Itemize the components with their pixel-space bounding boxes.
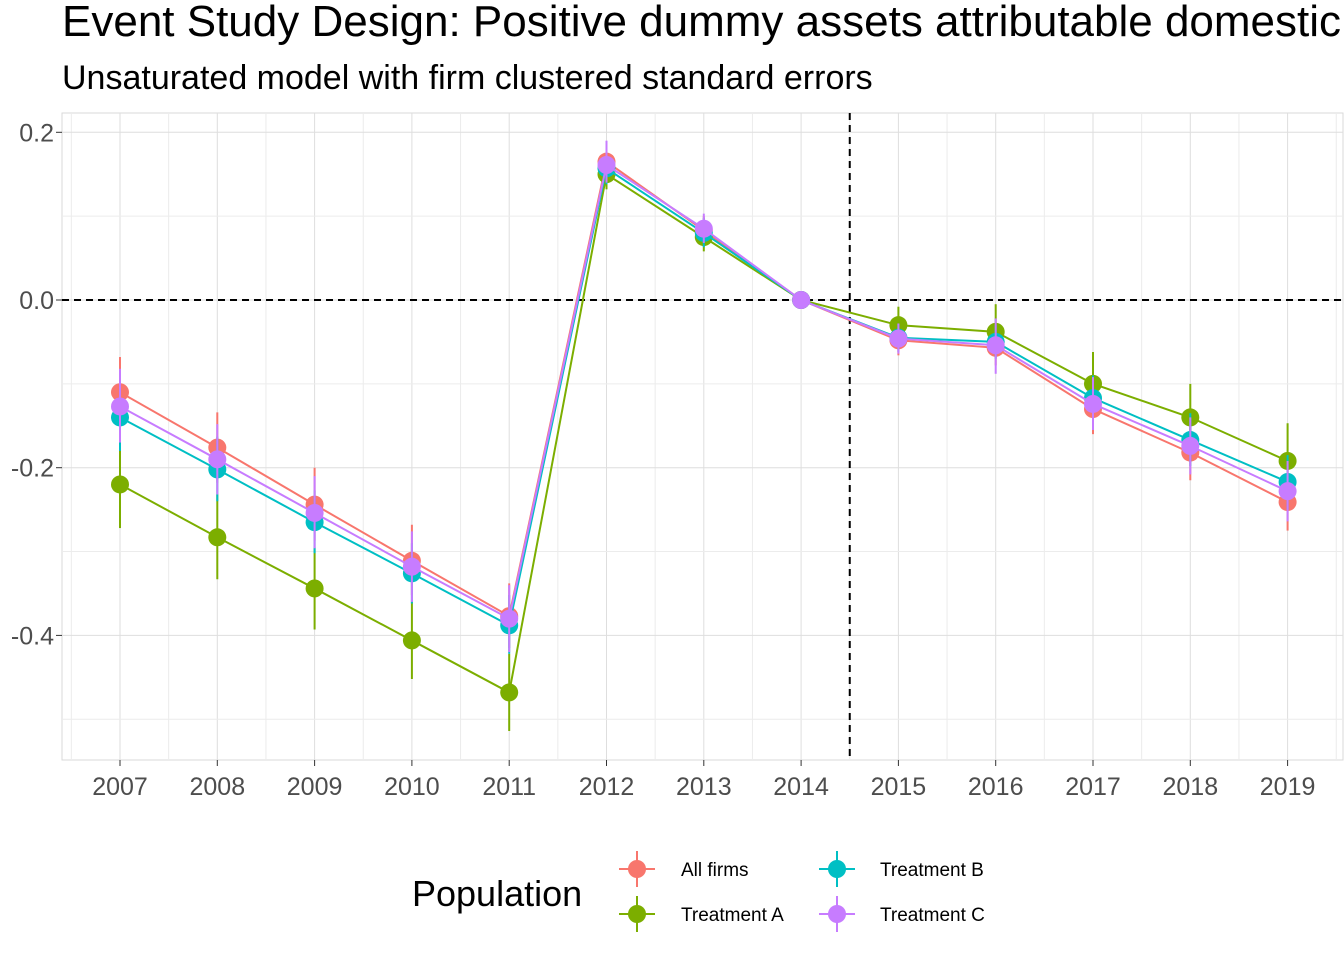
legend-key-point bbox=[828, 905, 846, 923]
x-tick-label: 2013 bbox=[676, 773, 732, 801]
reference-lines bbox=[62, 113, 1343, 760]
x-tick-label: 2010 bbox=[384, 773, 440, 801]
data-point bbox=[889, 329, 908, 348]
data-point bbox=[1084, 394, 1102, 413]
x-tick-label: 2017 bbox=[1065, 773, 1121, 801]
data-point bbox=[1181, 436, 1200, 455]
legend-label: All firms bbox=[681, 860, 749, 881]
x-tick-label: 2018 bbox=[1162, 773, 1218, 801]
legend-key-point bbox=[628, 860, 646, 878]
x-tick-label: 2019 bbox=[1260, 773, 1316, 801]
legend-label: Treatment B bbox=[880, 860, 984, 881]
legend-item-treatment-c: Treatment C bbox=[819, 896, 985, 932]
y-tick-label: 0.0 bbox=[19, 287, 54, 315]
legend-label: Treatment A bbox=[681, 905, 784, 926]
x-tick-label: 2014 bbox=[773, 773, 829, 801]
x-tick-label: 2009 bbox=[287, 773, 343, 801]
legend-item-treatment-a: Treatment A bbox=[619, 896, 784, 932]
data-point bbox=[208, 450, 227, 469]
data-point bbox=[305, 503, 324, 522]
data-point bbox=[694, 219, 713, 238]
data-point bbox=[305, 579, 324, 598]
data-point bbox=[500, 609, 519, 628]
legend-item-all-firms: All firms bbox=[619, 851, 749, 887]
panel-border bbox=[61, 112, 1344, 761]
data-point bbox=[111, 475, 129, 494]
data-point bbox=[597, 156, 616, 175]
data-point bbox=[500, 683, 519, 702]
x-tick-label: 2012 bbox=[579, 773, 635, 801]
series-treatment-c bbox=[111, 140, 1297, 653]
data-point bbox=[402, 631, 421, 650]
x-tick-label: 2007 bbox=[92, 773, 148, 801]
chart-title: Event Study Design: Positive dummy asset… bbox=[62, 0, 1342, 46]
x-tick-label: 2015 bbox=[871, 773, 927, 801]
data-point bbox=[402, 557, 421, 576]
x-tick-label: 2011 bbox=[482, 773, 536, 801]
y-tick-label: -0.2 bbox=[11, 455, 54, 483]
x-tick-label: 2016 bbox=[968, 773, 1024, 801]
legend: Population All firms Treatment A Treatment… bbox=[412, 851, 985, 932]
legend-title: Population bbox=[412, 873, 582, 914]
data-point bbox=[208, 528, 227, 547]
legend-key-point bbox=[828, 860, 846, 878]
data-point bbox=[986, 336, 1005, 355]
x-tick-label: 2008 bbox=[189, 773, 245, 801]
y-tick-label: -0.4 bbox=[11, 622, 54, 650]
grid-lines bbox=[61, 112, 1344, 761]
legend-key-point bbox=[628, 905, 646, 923]
legend-label: Treatment C bbox=[880, 905, 985, 926]
legend-item-treatment-b: Treatment B bbox=[819, 851, 984, 887]
axis-labels: 2007 2008 2009 2010 2011 2012 2013 2014 2015 2016… bbox=[11, 119, 1316, 801]
chart-subtitle: Unsaturated model with firm clustered st… bbox=[62, 59, 873, 97]
data-point bbox=[111, 397, 129, 416]
data-series bbox=[111, 140, 1297, 731]
y-tick-label: 0.2 bbox=[19, 119, 54, 147]
data-point bbox=[792, 291, 811, 309]
data-point bbox=[1278, 482, 1297, 501]
